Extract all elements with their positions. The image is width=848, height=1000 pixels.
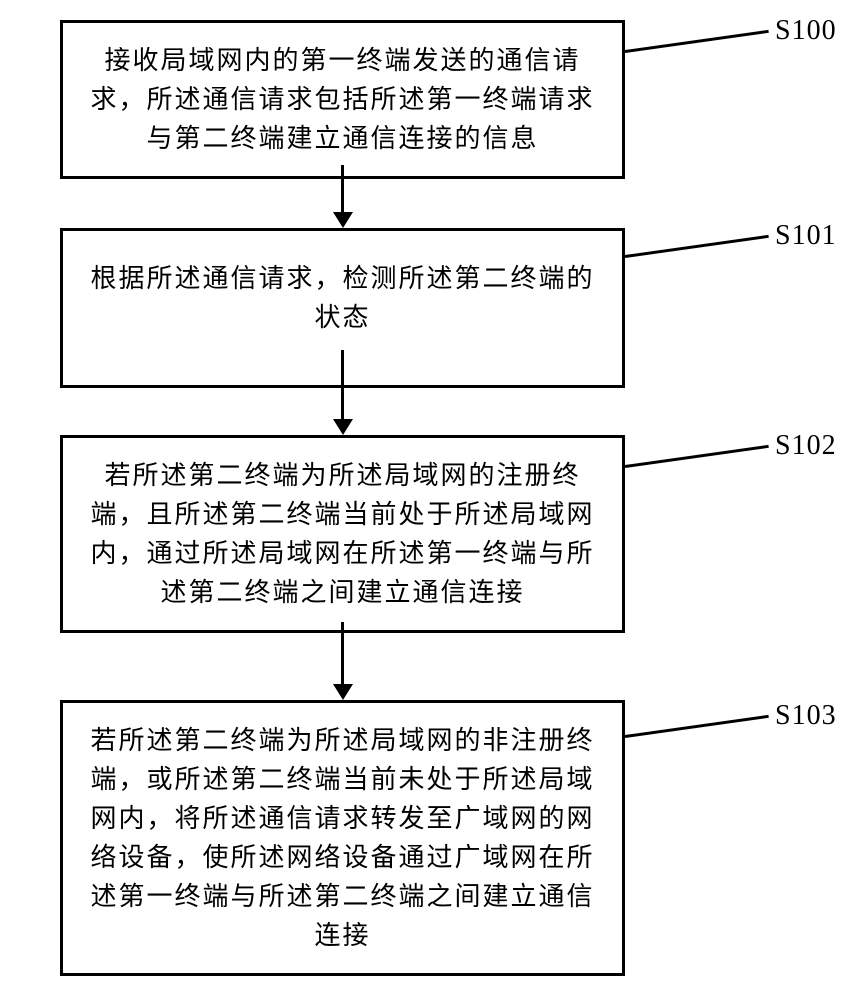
- step-text: 若所述第二终端为所述局域网的非注册终端，或所述第二终端当前未处于所述局域网内，将…: [90, 726, 594, 950]
- label-connector: [625, 445, 769, 468]
- step-box-s103: 若所述第二终端为所述局域网的非注册终端，或所述第二终端当前未处于所述局域网内，将…: [60, 700, 625, 976]
- arrow-connector: [60, 622, 625, 700]
- arrow-head-icon: [333, 419, 353, 435]
- step-box-s102: 若所述第二终端为所述局域网的注册终端，且所述第二终端当前处于所述局域网内，通过所…: [60, 435, 625, 633]
- step-box-s100: 接收局域网内的第一终端发送的通信请求，所述通信请求包括所述第一终端请求与第二终端…: [60, 20, 625, 179]
- arrow-head-icon: [333, 684, 353, 700]
- arrow-line: [341, 165, 344, 212]
- arrow-line: [341, 622, 344, 684]
- step-label-s103: S103: [775, 700, 837, 732]
- step-label-s101: S101: [775, 220, 837, 252]
- arrow-connector: [60, 350, 625, 435]
- label-connector: [625, 235, 769, 258]
- step-label-s102: S102: [775, 430, 837, 462]
- step-label-s100: S100: [775, 15, 837, 47]
- step-text: 若所述第二终端为所述局域网的注册终端，且所述第二终端当前处于所述局域网内，通过所…: [90, 461, 594, 607]
- step-text: 接收局域网内的第一终端发送的通信请求，所述通信请求包括所述第一终端请求与第二终端…: [90, 46, 594, 153]
- arrow-head-icon: [333, 212, 353, 228]
- step-text: 根据所述通信请求，检测所述第二终端的状态: [90, 264, 594, 332]
- label-connector: [625, 30, 769, 53]
- arrow-connector: [60, 165, 625, 228]
- arrow-line: [341, 350, 344, 419]
- label-connector: [625, 715, 769, 738]
